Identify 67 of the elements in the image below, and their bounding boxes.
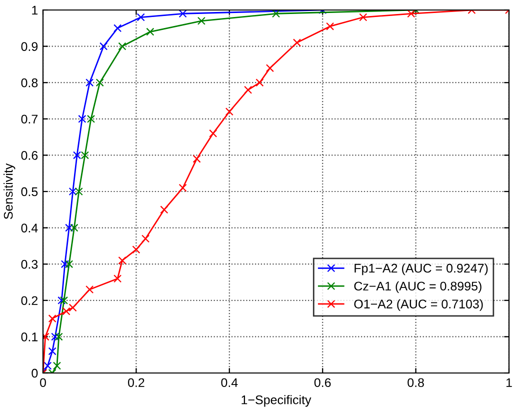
point — [178, 184, 187, 192]
y-tick-label: 0.1 — [21, 332, 38, 342]
y-tick-label: 0.6 — [21, 151, 38, 160]
point — [209, 129, 218, 138]
y-tick-label: 0.9 — [21, 42, 38, 51]
point — [68, 304, 77, 312]
y-tick-label: 0.2 — [21, 296, 38, 306]
point — [65, 224, 74, 232]
point — [136, 13, 145, 22]
point — [146, 28, 154, 36]
y-tick-label: 1 — [32, 6, 38, 15]
y-axis-title: Sensitivity — [4, 163, 16, 220]
y-tick-label: 0.7 — [21, 114, 38, 124]
point — [78, 114, 86, 123]
point — [359, 13, 368, 22]
point — [68, 187, 77, 196]
point — [178, 10, 187, 18]
point — [118, 42, 126, 50]
y-tick-label: 0.3 — [21, 260, 38, 269]
point — [256, 78, 264, 87]
point — [266, 64, 274, 72]
x-tick-label: 1 — [506, 378, 512, 387]
point — [48, 347, 56, 356]
legend-label: Cz−A1 (AUC = 0.8995) — [354, 281, 482, 294]
point — [74, 187, 83, 196]
x-tick-label: 0.2 — [128, 378, 144, 388]
point — [70, 224, 78, 232]
point — [65, 260, 74, 268]
point — [100, 42, 108, 50]
y-tick-label: 0.4 — [21, 224, 38, 232]
y-tick-label: 0.8 — [21, 78, 38, 88]
point — [80, 151, 89, 160]
point — [326, 22, 334, 30]
point — [51, 332, 60, 341]
x-axis-title: 1−Specificity — [242, 395, 312, 407]
point — [48, 314, 56, 323]
point — [225, 108, 234, 116]
point — [62, 307, 70, 316]
point — [132, 246, 140, 254]
point — [72, 151, 82, 160]
point — [52, 362, 62, 370]
x-tick-label: 0.6 — [314, 378, 331, 388]
y-tick-label: 0.5 — [21, 187, 38, 196]
point — [192, 154, 201, 163]
point — [197, 16, 206, 25]
point — [114, 274, 122, 283]
point — [96, 78, 104, 87]
point — [44, 362, 52, 370]
point — [86, 114, 96, 123]
y-tick-label: 0 — [32, 368, 38, 378]
point — [86, 78, 94, 87]
x-tick-label: 0.4 — [221, 378, 238, 388]
point — [160, 206, 168, 214]
legend-label: O1−A2 (AUC = 0.7103) — [354, 299, 483, 311]
legend-label: Fp1−A2 (AUC = 0.9247) — [354, 263, 488, 276]
point — [141, 234, 150, 243]
x-tick-label: 0.8 — [408, 378, 424, 388]
point — [407, 10, 416, 18]
point — [54, 332, 63, 341]
point — [114, 24, 122, 32]
point — [86, 285, 94, 294]
point — [292, 38, 301, 47]
x-tick-label: 0 — [40, 378, 46, 388]
point — [272, 10, 280, 18]
point — [244, 86, 252, 94]
point — [60, 260, 69, 268]
point — [118, 256, 126, 264]
